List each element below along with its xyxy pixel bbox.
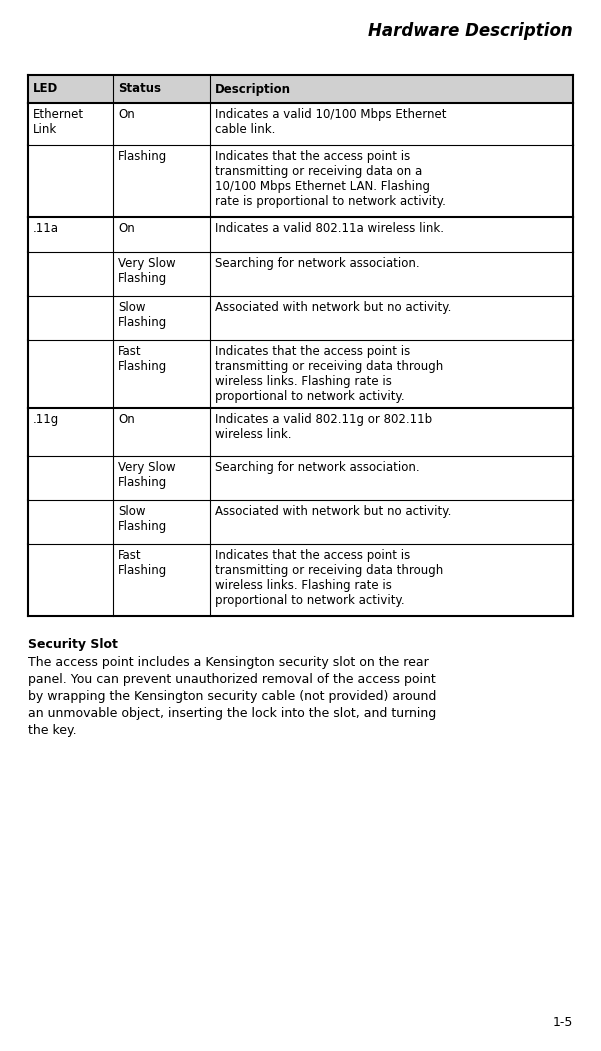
Text: Security Slot: Security Slot	[28, 638, 118, 651]
Text: On: On	[118, 222, 135, 235]
Bar	[28, 103, 573, 145]
Text: Very Slow
Flashing: Very Slow Flashing	[118, 257, 175, 285]
Bar	[28, 296, 573, 341]
Text: Indicates a valid 802.11g or 802.11b
wireless link.: Indicates a valid 802.11g or 802.11b wir…	[215, 413, 432, 441]
Bar	[28, 145, 573, 217]
Text: Ethernet
Link: Ethernet Link	[33, 108, 84, 136]
Text: Indicates that the access point is
transmitting or receiving data through
wirele: Indicates that the access point is trans…	[215, 345, 444, 403]
Bar	[28, 341, 573, 408]
Text: Slow
Flashing: Slow Flashing	[118, 301, 167, 329]
Bar	[28, 456, 573, 500]
Bar	[28, 544, 573, 616]
Bar	[28, 408, 573, 456]
Text: On: On	[118, 108, 135, 121]
Text: Associated with network but no activity.: Associated with network but no activity.	[215, 504, 451, 518]
Text: Indicates a valid 10/100 Mbps Ethernet
cable link.: Indicates a valid 10/100 Mbps Ethernet c…	[215, 108, 447, 136]
Text: Indicates that the access point is
transmitting or receiving data through
wirele: Indicates that the access point is trans…	[215, 549, 444, 607]
Text: Status: Status	[118, 82, 161, 96]
Text: Slow
Flashing: Slow Flashing	[118, 504, 167, 533]
Text: Very Slow
Flashing: Very Slow Flashing	[118, 461, 175, 489]
Text: .11g: .11g	[33, 413, 59, 426]
Bar	[28, 500, 573, 544]
Bar	[28, 217, 573, 252]
Text: .11a: .11a	[33, 222, 59, 235]
Bar	[28, 75, 573, 103]
Text: The access point includes a Kensington security slot on the rear
panel. You can : The access point includes a Kensington s…	[28, 656, 436, 737]
Text: Indicates that the access point is
transmitting or receiving data on a
10/100 Mb: Indicates that the access point is trans…	[215, 150, 446, 208]
Text: Indicates a valid 802.11a wireless link.: Indicates a valid 802.11a wireless link.	[215, 222, 444, 235]
Text: Searching for network association.: Searching for network association.	[215, 257, 419, 270]
Text: Fast
Flashing: Fast Flashing	[118, 345, 167, 373]
Bar	[28, 252, 573, 296]
Text: 1-5: 1-5	[553, 1016, 573, 1029]
Text: LED: LED	[33, 82, 58, 96]
Text: Hardware Description: Hardware Description	[368, 22, 573, 40]
Text: On: On	[118, 413, 135, 426]
Text: Description: Description	[215, 82, 291, 96]
Text: Associated with network but no activity.: Associated with network but no activity.	[215, 301, 451, 314]
Text: Flashing: Flashing	[118, 150, 167, 163]
Text: Fast
Flashing: Fast Flashing	[118, 549, 167, 577]
Text: Searching for network association.: Searching for network association.	[215, 461, 419, 474]
